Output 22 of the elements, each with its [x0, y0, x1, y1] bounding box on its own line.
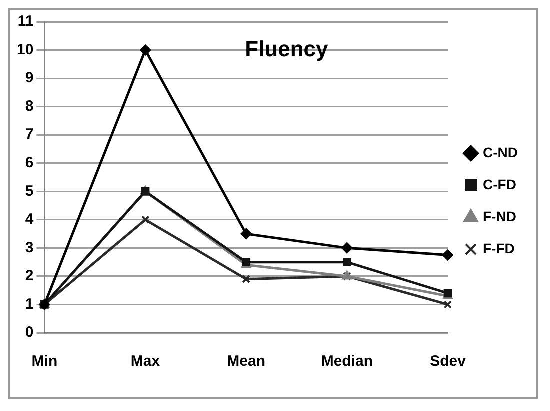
y-tick-label: 6: [25, 154, 34, 172]
y-tick-label: 9: [25, 70, 34, 87]
legend-label: F-ND: [483, 208, 516, 224]
y-tick-label: 5: [25, 182, 34, 200]
y-tick-label: 2: [25, 268, 34, 285]
legend-label: C-ND: [483, 144, 518, 160]
x-tick-label: Min: [32, 353, 58, 370]
y-tick-label: 8: [25, 98, 34, 115]
legend-label: C-FD: [483, 176, 516, 192]
x-tick-label: Sdev: [430, 353, 467, 370]
text: Fluency: [245, 36, 330, 62]
y-tick-label: 4: [25, 211, 34, 228]
y-tick-label: 3: [25, 239, 34, 256]
y-tick-label: 7: [25, 126, 34, 144]
y-tick-label: 1: [25, 296, 34, 313]
y-tick-label: 0: [25, 324, 34, 342]
legend-label: F-FD: [483, 240, 515, 256]
x-tick-label: Median: [321, 353, 374, 370]
y-tick-label: 11: [18, 13, 34, 30]
x-tick-label: Max: [130, 353, 161, 370]
y-tick-label: 10: [16, 41, 34, 58]
x-tick-label: Mean: [227, 353, 266, 370]
